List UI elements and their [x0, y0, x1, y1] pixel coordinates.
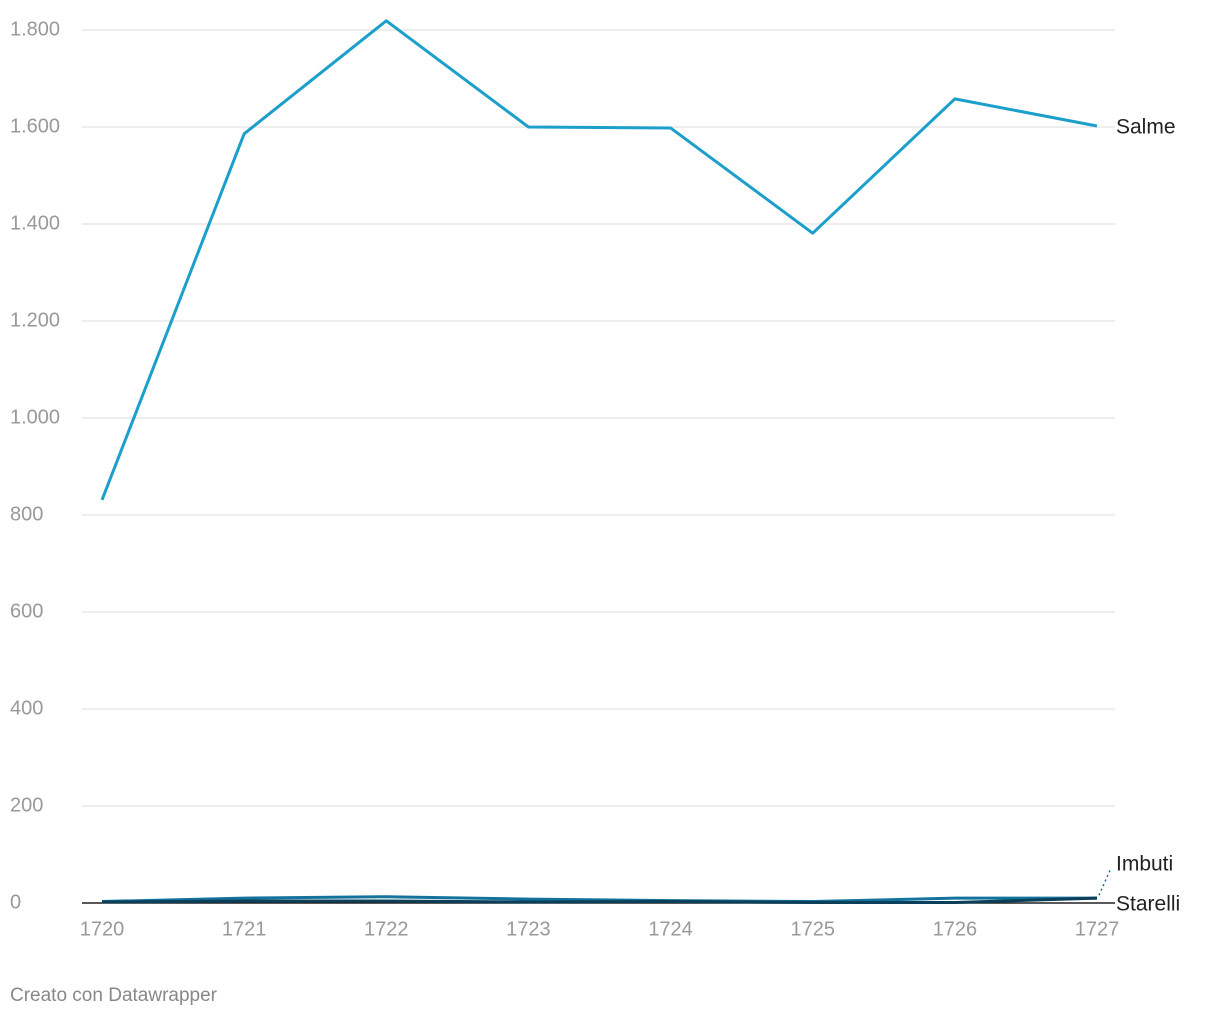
x-tick-label: 1720 [80, 918, 125, 940]
y-tick-label: 400 [10, 697, 43, 719]
x-tick-label: 1721 [222, 918, 267, 940]
y-tick-label: 0 [10, 891, 21, 913]
label-leader [1098, 867, 1112, 896]
y-tick-label: 1.600 [10, 115, 60, 137]
series-label: Salme [1116, 116, 1176, 139]
y-tick-label: 600 [10, 600, 43, 622]
x-tick-label: 1727 [1075, 918, 1120, 940]
series-label: Starelli [1116, 893, 1180, 916]
footer: Creato con Datawrapper [10, 985, 218, 1006]
series-line [101, 895, 1097, 904]
y-tick-label: 1.400 [10, 212, 60, 234]
y-tick-label: 800 [10, 503, 43, 525]
x-tick-label: 1722 [364, 918, 409, 940]
x-tick-label: 1725 [790, 918, 835, 940]
y-tick-label: 1.000 [10, 406, 60, 428]
x-tick-label: 1724 [648, 918, 693, 940]
y-tick-label: 200 [10, 794, 43, 816]
x-tick-label: 1723 [506, 918, 551, 940]
x-tick-label: 1726 [933, 918, 978, 940]
series-label: Imbuti [1116, 853, 1173, 876]
y-tick-label: 1.800 [10, 18, 60, 40]
series-line [100, 19, 1098, 501]
series-line [101, 896, 1098, 905]
y-tick-label: 1.200 [10, 309, 60, 331]
